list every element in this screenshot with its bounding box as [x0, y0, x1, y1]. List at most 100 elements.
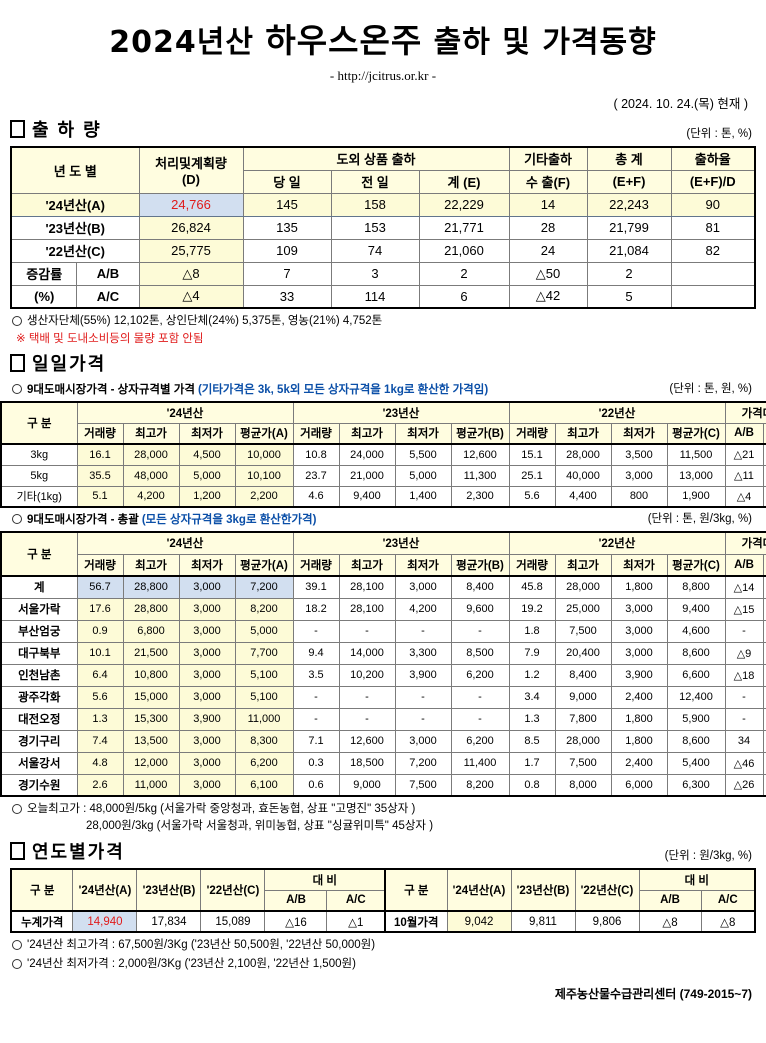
subheading-box-price: 9대도매시장가격 - 상자규격별 가격 (기타가격은 3k, 5k외 모든 상자… [12, 381, 488, 397]
th-gubun: 구 분 [0, 401, 78, 445]
cell-plan: 25,775 [138, 238, 244, 263]
cell-subtotal: 2 [418, 261, 510, 286]
cell-23-low: 3,000 [394, 575, 452, 599]
row-label: 서울가락 [0, 597, 78, 621]
cell-right-y23: 9,811 [510, 910, 576, 933]
cell-24-avg: 7,200 [234, 575, 294, 599]
cell-24-high: 10,800 [122, 663, 180, 687]
th-y24-right: '24년산(A) [446, 868, 512, 912]
cell-22-high: 25,000 [554, 597, 612, 621]
cell-24-volume: 56.7 [76, 575, 124, 599]
cell-22-volume: 45.8 [508, 575, 556, 599]
cell-23-high: 21,000 [338, 464, 396, 487]
th-subtotal: 계 (E) [418, 169, 510, 194]
growth-label-1: 증감률 [9, 261, 78, 286]
th-plan: 처리및계획량 (D) [138, 146, 244, 194]
row-label: '23년산(B) [9, 215, 140, 240]
cell-22-volume: 1.3 [508, 707, 556, 731]
cell-22-high: 7,500 [554, 751, 612, 775]
page-title: 2024년산 하우스온주 출하 및 가격동향 [0, 14, 766, 62]
shipment-note-1: 생산자단체(55%) 12,102톤, 상인단체(24%) 5,375톤, 영농… [12, 312, 766, 328]
circle-bullet-icon [12, 514, 22, 524]
cell-22-avg: 13,000 [666, 464, 726, 487]
subheading-market-total-text: 9대도매시장가격 - 총괄 [27, 514, 139, 526]
row-label: 3kg [0, 443, 78, 466]
cell-today: 145 [242, 192, 332, 217]
row-label: '24년산(A) [9, 192, 140, 217]
cell-23-avg: - [450, 685, 510, 709]
shipment-note-1-text: 생산자단체(55%) 12,102톤, 상인단체(24%) 5,375톤, 영농… [27, 315, 383, 327]
cell-24-low: 3,000 [178, 597, 236, 621]
cell-22-low: 1,800 [610, 575, 668, 599]
th-y23-left: '23년산(B) [136, 868, 202, 912]
shipment-table: 년 도 별 처리및계획량 (D) 도외 상품 출하 기타출하 총 계 출하율 당… [9, 146, 756, 309]
th-low: 최저가 [610, 422, 668, 445]
cell-23-avg: 6,200 [450, 663, 510, 687]
cell-24-volume: 10.1 [76, 641, 124, 665]
cell-22-high: 8,000 [554, 773, 612, 797]
table-row: '22년산(C) 25,775 109 74 21,060 24 21,084 … [9, 238, 756, 263]
cell-24-volume: 5.1 [76, 485, 124, 508]
th-volume: 거래량 [508, 553, 556, 577]
cell-22-low: 3,000 [610, 597, 668, 621]
cell-ac: 16 [762, 485, 766, 508]
cell-today: 7 [242, 261, 332, 286]
section2-unit-2: (단위 : 톤, 원/3kg, %) [647, 513, 752, 525]
cell-export: 24 [508, 238, 588, 263]
yearly-note-2-text: '24년산 최저가격 : 2,000원/3Kg ('23년산 2,100원, '… [27, 958, 356, 970]
row-label: 인천남촌 [0, 663, 78, 687]
cell-23-low: - [394, 685, 452, 709]
cell-ab: △18 [724, 663, 764, 687]
th-compare: 가격대비 [724, 401, 766, 424]
cell-export: 28 [508, 215, 588, 240]
row-label-cumulative: 누계가격 [9, 910, 74, 933]
table-row: 대구북부 10.1 21,500 3,000 7,700 9.4 14,000 … [0, 641, 766, 665]
table-header-row: 구 분 '24년산(A) '23년산(B) '22년산(C) 대 비 구 분 '… [9, 868, 757, 912]
yearly-note-1-text: '24년산 최고가격 : 67,500원/3Kg ('23년산 50,500원,… [27, 939, 376, 951]
th-avg-b: 평균가(B) [450, 553, 510, 577]
price-note-1: 오늘최고가 : 48,000원/5kg (서울가락 중앙청과, 효돈농협, 상표… [12, 800, 766, 816]
table-row: 부산엄궁 0.9 6,800 3,000 5,000 - - - - 1.8 7… [0, 619, 766, 643]
cell-23-high: - [338, 707, 396, 731]
table-header-row: 년 도 별 처리및계획량 (D) 도외 상품 출하 기타출하 총 계 출하율 [9, 146, 756, 194]
row-label-october: 10월가격 [384, 910, 448, 933]
section3-title: 연도별가격 [32, 842, 125, 862]
cell-ab: △46 [724, 751, 764, 775]
row-label: 계 [0, 575, 78, 599]
cell-24-high: 48,000 [122, 464, 180, 487]
cell-24-high: 4,200 [122, 485, 180, 508]
cell-plan: 24,766 [138, 192, 244, 217]
cell-22-low: 3,900 [610, 663, 668, 687]
cell-24-avg: 10,000 [234, 443, 294, 466]
th-2024: '24년산 [76, 401, 294, 424]
site-url[interactable]: - http://jcitrus.or.kr - [329, 68, 437, 83]
cell-23-volume: 0.3 [292, 751, 340, 775]
yearly-price-table: 구 분 '24년산(A) '23년산(B) '22년산(C) 대 비 구 분 '… [9, 868, 757, 933]
cell-24-volume: 4.8 [76, 751, 124, 775]
cell-24-high: 28,800 [122, 597, 180, 621]
th-ab-right: A/B [638, 889, 702, 912]
cell-23-low: 3,900 [394, 663, 452, 687]
cell-24-avg: 5,100 [234, 685, 294, 709]
cell-22-low: 1,800 [610, 707, 668, 731]
cell-left-ac: △1 [326, 910, 386, 933]
cell-23-high: 9,000 [338, 773, 396, 797]
cell-24-avg: 11,000 [234, 707, 294, 731]
cell-24-low: 3,900 [178, 707, 236, 731]
cell-24-low: 3,000 [178, 729, 236, 753]
th-2024: '24년산 [76, 531, 294, 555]
circle-bullet-icon [12, 804, 22, 814]
cell-23-volume: 3.5 [292, 663, 340, 687]
th-ab-left: A/B [264, 889, 328, 912]
cell-total: 2 [586, 261, 672, 286]
box-spec-price-table: 구 분 '24년산 '23년산 '22년산 가격대비 거래량 최고가 최저가 평… [0, 401, 766, 508]
cell-yesterday: 153 [330, 215, 420, 240]
cell-24-volume: 5.6 [76, 685, 124, 709]
table-header-row: 구 분 '24년산 '23년산 '22년산 가격대비 [0, 531, 766, 577]
cell-24-avg: 8,200 [234, 597, 294, 621]
table-row: '23년산(B) 26,824 135 153 21,771 28 21,799… [9, 215, 756, 240]
cell-right-y24: 9,042 [446, 910, 512, 933]
table-row: 기타(1kg) 5.1 4,200 1,200 2,200 4.6 9,400 … [0, 485, 766, 508]
table-row: 경기수원 2.6 11,000 3,000 6,100 0.6 9,000 7,… [0, 773, 766, 797]
cell-24-high: 15,300 [122, 707, 180, 731]
